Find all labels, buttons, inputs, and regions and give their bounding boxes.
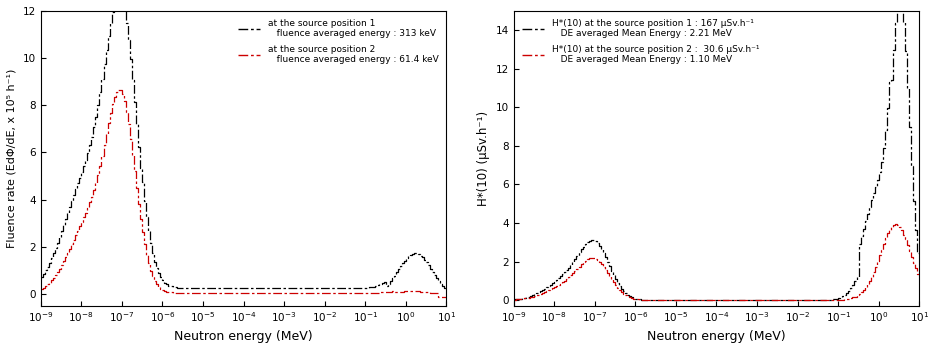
X-axis label: Neutron energy (MeV): Neutron energy (MeV) [174, 330, 313, 343]
Y-axis label: Fluence rate (EdΦ/dE, x 10⁵ h⁻¹): Fluence rate (EdΦ/dE, x 10⁵ h⁻¹) [7, 69, 17, 248]
Legend: H*(10) at the source position 1 : 167 μSv.h⁻¹
   DE averaged Mean Energy : 2.21 : H*(10) at the source position 1 : 167 μS… [519, 15, 763, 68]
Y-axis label: H*(10) (μSv.h⁻¹): H*(10) (μSv.h⁻¹) [477, 111, 490, 206]
X-axis label: Neutron energy (MeV): Neutron energy (MeV) [647, 330, 786, 343]
Legend: at the source position 1
   fluence averaged energy : 313 keV, at the source pos: at the source position 1 fluence average… [234, 15, 442, 68]
